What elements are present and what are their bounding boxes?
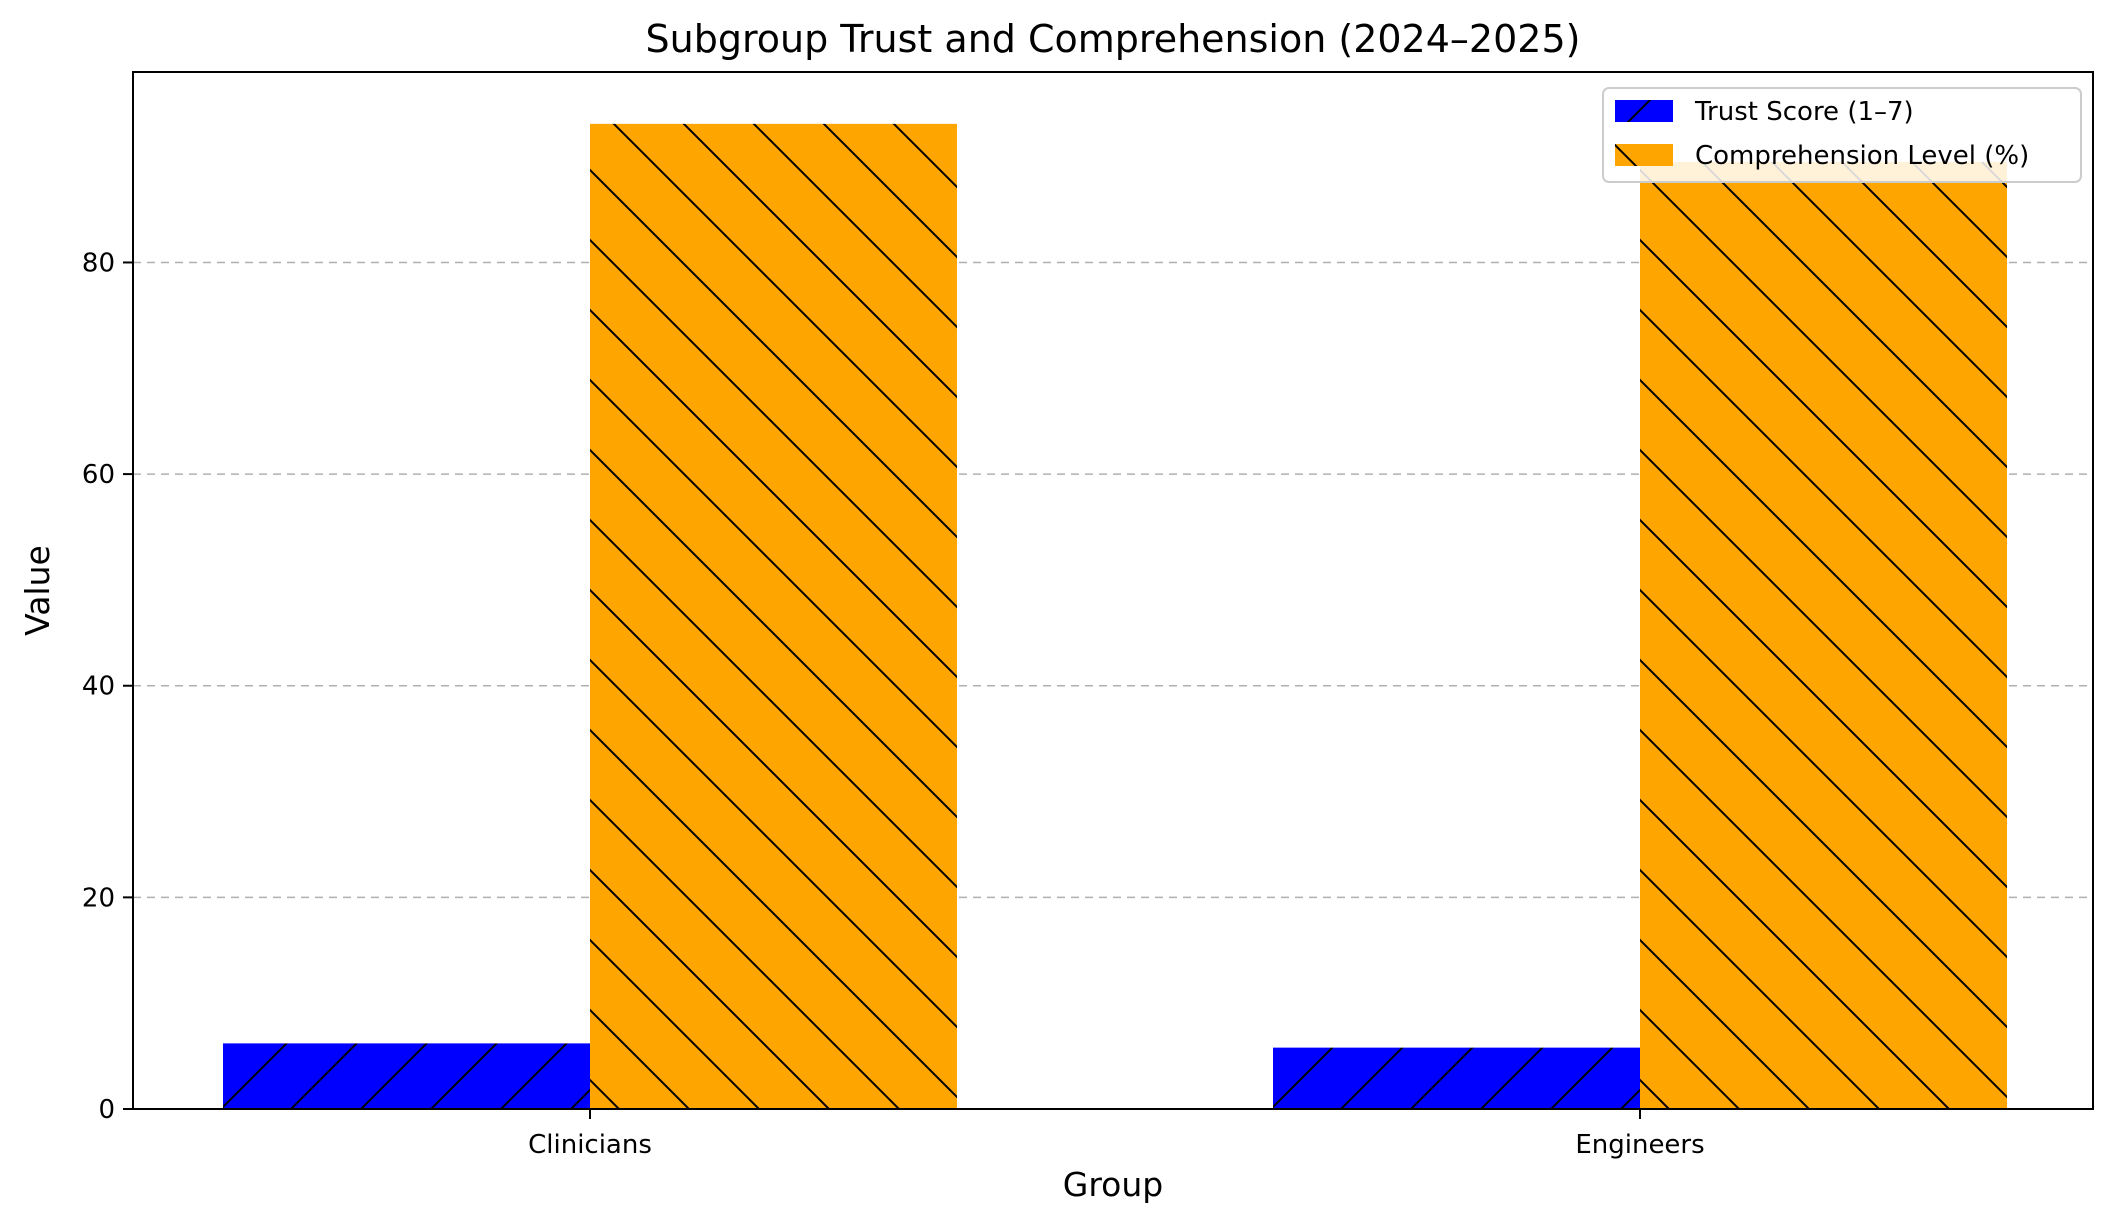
legend-swatch (1615, 144, 1673, 166)
x-axis-label: Group (1063, 1165, 1163, 1204)
legend-box (1602, 87, 2082, 183)
gridlines (133, 261, 2093, 899)
bar-clinicians-series-0 (223, 1043, 590, 1109)
y-tick-label: 60 (82, 460, 115, 490)
bar-engineers-series-0 (1273, 1047, 1640, 1109)
bar-clinicians-series-1 (590, 123, 957, 1110)
chart-title: Subgroup Trust and Comprehension (2024–2… (646, 17, 1581, 61)
legend-swatch (1615, 100, 1673, 122)
y-tick-label: 0 (98, 1095, 115, 1125)
legend-label: Trust Score (1–7) (1694, 97, 1914, 127)
y-tick-label: 40 (82, 672, 115, 702)
y-axis-label: Value (18, 545, 57, 636)
y-tick-label: 20 (82, 883, 115, 913)
axis-ticks: 0 20 40 60 80 Clinicians Engineers (82, 248, 1705, 1160)
bar-engineers-series-1 (1640, 161, 2007, 1110)
y-tick-label: 80 (82, 248, 115, 278)
x-tick-label: Clinicians (528, 1130, 652, 1160)
x-tick-label: Engineers (1575, 1130, 1704, 1160)
plot-frame (132, 71, 2094, 1110)
legend: Trust Score (1–7) Comprehension Level (%) (1602, 87, 2082, 183)
bars (223, 123, 2007, 1110)
legend-label: Comprehension Level (%) (1695, 141, 2029, 171)
